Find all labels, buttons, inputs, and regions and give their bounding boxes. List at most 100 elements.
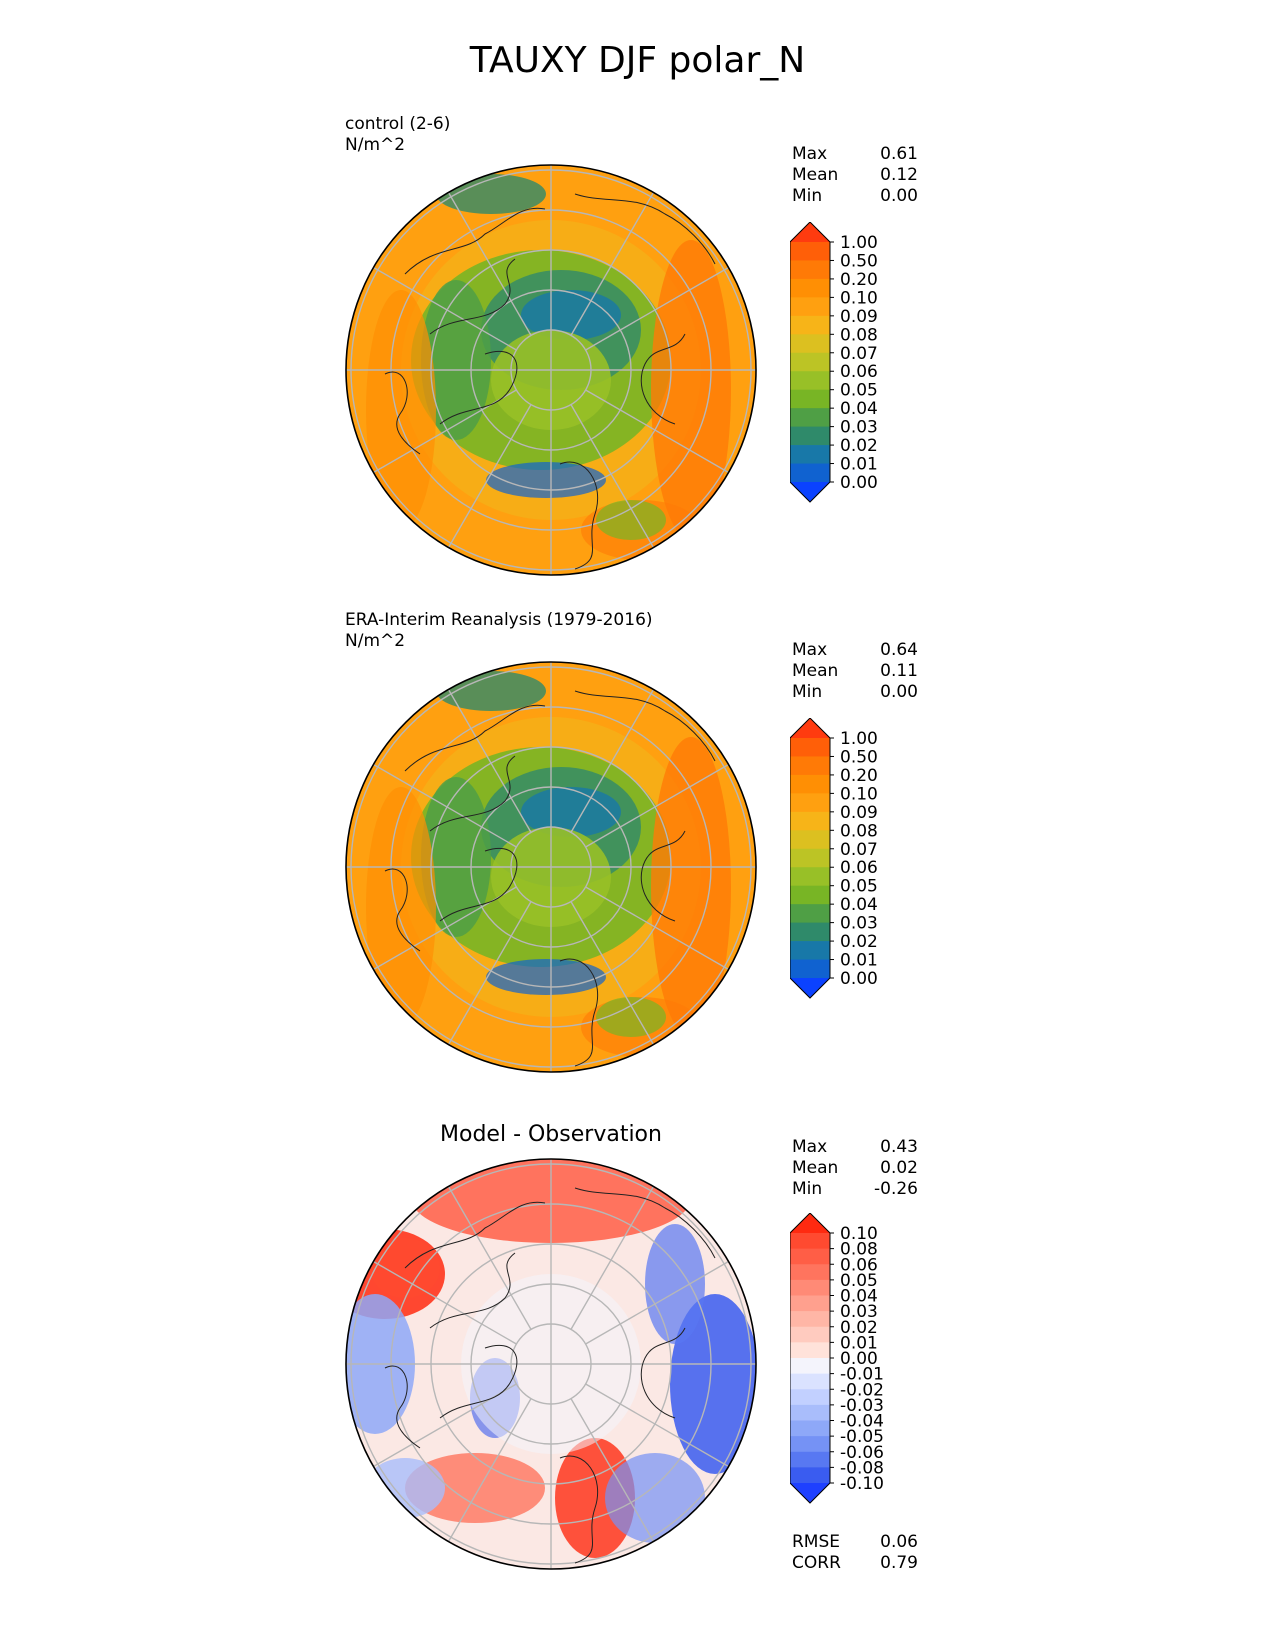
stat-mean: Mean 0.02	[792, 1158, 918, 1178]
colorbar-bin	[790, 1279, 830, 1296]
colorbar-tick-label: 1.00	[840, 233, 878, 253]
colorbar-bin	[790, 463, 830, 483]
meridian-line	[373, 266, 517, 351]
colorbar-bin	[790, 830, 830, 850]
colorbar-tick-label: -0.06	[840, 1443, 884, 1463]
stats-block-observation: Max 0.64 Mean 0.11 Min 0.00	[792, 640, 918, 703]
stat-mean: Mean 0.11	[792, 661, 918, 681]
colorbar-bin	[790, 738, 830, 757]
coastline	[640, 333, 686, 425]
meridian-line	[570, 192, 655, 336]
colorbar-bin	[790, 1389, 830, 1406]
coastline	[429, 258, 516, 335]
colorbar-bin	[790, 334, 830, 354]
colorbar-extend-top	[790, 1213, 830, 1233]
colorbar-tick-label: 1.00	[840, 729, 878, 749]
coastline	[574, 193, 716, 265]
colorbar-tick-label: 0.05	[840, 1271, 878, 1291]
colorbar-tick-label: -0.10	[840, 1474, 884, 1494]
colorbar-bin	[790, 941, 830, 961]
colorbar-tick-label: 0.03	[840, 1302, 878, 1322]
colorbar-tick-label: 0.50	[840, 251, 878, 271]
coastline	[404, 704, 546, 772]
meridian-line	[570, 1398, 655, 1542]
panel-2-label: ERA-Interim Reanalysis (1979-2016)	[345, 610, 653, 630]
colorbar-tick-label: -0.04	[840, 1412, 884, 1432]
coastline	[429, 755, 516, 832]
coastline	[640, 830, 686, 922]
coastline	[439, 847, 518, 922]
colorbar-bin	[790, 1311, 830, 1328]
colorbar-bin	[790, 426, 830, 446]
colorbar-tick-label: -0.08	[840, 1458, 884, 1478]
meridian-line	[373, 763, 517, 848]
colorbar-tick-label: 0.07	[840, 840, 878, 860]
map-boundary	[345, 164, 757, 576]
meridian-line	[447, 404, 532, 548]
colorbar-bin	[790, 297, 830, 317]
stats-block-difference: Max 0.43 Mean 0.02 Min -0.26	[792, 1137, 918, 1200]
colorbar-tick-label: 0.02	[840, 436, 878, 456]
meridian-line	[447, 192, 532, 336]
coastline	[559, 1455, 599, 1564]
stat-rmse: RMSE 0.06	[792, 1532, 918, 1552]
colorbar-tick-label: 0.02	[840, 932, 878, 952]
coastline	[429, 1252, 516, 1329]
stat-max: Max 0.64	[792, 640, 918, 660]
colorbar-tick-label: 0.10	[840, 784, 878, 804]
error-stats-block: RMSE 0.06 CORR 0.79	[792, 1532, 918, 1574]
colorbar-tick-label: 0.03	[840, 418, 878, 438]
colorbar-tick-label: -0.01	[840, 1365, 884, 1385]
colorbar-control: 1.00 0.50 0.20 0.10 0.09 0.08 0.07 0.06 0.05 0.04…	[789, 221, 900, 526]
meridian-line	[447, 1398, 532, 1542]
coastline	[384, 1365, 421, 1449]
colorbar-bin	[790, 774, 830, 794]
meridian-line	[447, 901, 532, 1045]
colorbar-tick-label: 0.04	[840, 399, 878, 419]
polar-map-control	[345, 164, 757, 576]
colorbar-tick-label: 0.02	[840, 1318, 878, 1338]
colorbar-tick-label: 0.06	[840, 362, 878, 382]
colorbar-tick-label: -0.03	[840, 1396, 884, 1416]
colorbar-tick-label: 0.00	[840, 969, 878, 989]
colorbar-bin	[790, 1436, 830, 1453]
colorbar-tick-label: 0.04	[840, 1287, 878, 1307]
stat-mean: Mean 0.12	[792, 165, 918, 185]
colorbar-tick-label: 0.09	[840, 803, 878, 823]
panel-3-title: Model - Observation	[440, 1122, 662, 1147]
stat-max: Max 0.61	[792, 144, 918, 164]
colorbar-bin	[790, 1467, 830, 1484]
colorbar-bin	[790, 1326, 830, 1343]
coastline	[439, 1344, 518, 1419]
panel-1-label: control (2-6)	[345, 114, 451, 134]
meridian-line	[585, 1260, 729, 1345]
meridian-line	[585, 266, 729, 351]
colorbar-tick-label: 0.00	[840, 473, 878, 493]
coastline	[384, 868, 421, 952]
colorbar-bin	[790, 445, 830, 465]
colorbar-bin	[790, 1358, 830, 1375]
colorbar-bin	[790, 1264, 830, 1281]
meridian-line	[570, 901, 655, 1045]
colorbar-bin	[790, 922, 830, 942]
colorbar-bin	[790, 1420, 830, 1437]
colorbar-bin	[790, 904, 830, 924]
colorbar-bin	[790, 793, 830, 813]
colorbar-tick-label: 0.08	[840, 325, 878, 345]
colorbar-tick-label: 0.09	[840, 307, 878, 327]
panel-2-units: N/m^2	[345, 631, 406, 651]
meridian-line	[585, 1383, 729, 1468]
colorbar-extend-bottom	[790, 482, 830, 502]
colorbar-observation: 1.00 0.50 0.20 0.10 0.09 0.08 0.07 0.06 0.05 0.04…	[789, 717, 900, 1022]
colorbar-bin	[790, 1451, 830, 1468]
colorbar-extend-bottom	[790, 978, 830, 998]
colorbar-tick-label: 0.10	[840, 1224, 878, 1244]
colorbar-tick-label: 0.01	[840, 1333, 878, 1353]
colorbar-bin	[790, 278, 830, 298]
colorbar-tick-label: 0.06	[840, 1255, 878, 1275]
colorbar-tick-label: 0.05	[840, 381, 878, 401]
coastline	[384, 371, 421, 455]
stat-corr: CORR 0.79	[792, 1553, 918, 1573]
colorbar-tick-label: 0.06	[840, 858, 878, 878]
coastline	[404, 207, 546, 275]
